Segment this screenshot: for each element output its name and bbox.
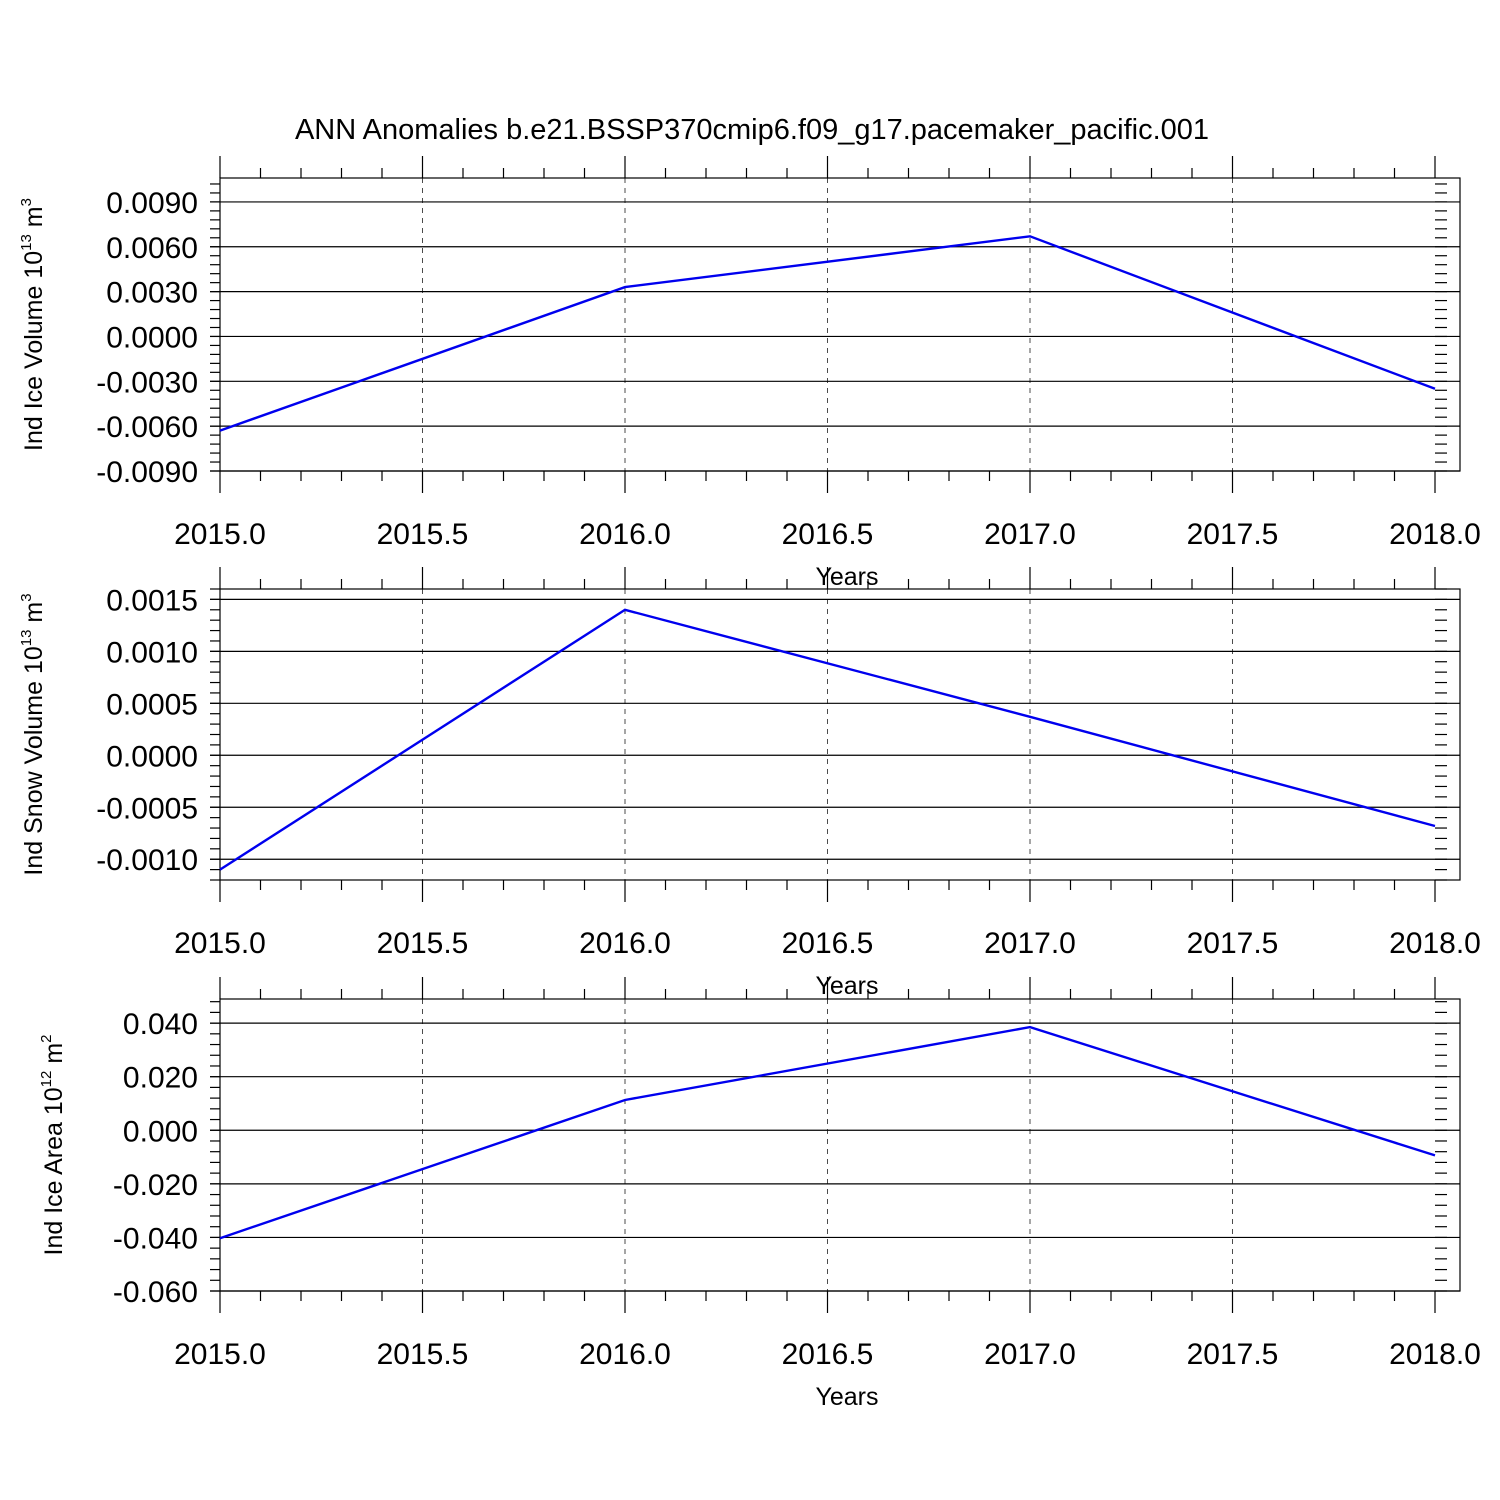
x-tick-label: 2017.5	[1187, 1338, 1279, 1371]
y-tick-label: 0.0015	[106, 584, 198, 617]
y-tick-label: 0.0090	[106, 187, 198, 220]
x-tick-label: 2018.0	[1389, 1338, 1481, 1371]
figure-title: ANN Anomalies b.e21.BSSP370cmip6.f09_g17…	[295, 114, 1209, 146]
series-line	[219, 608, 1436, 871]
plot-frame	[219, 998, 1461, 1292]
y-axis-label: Ind Snow Volume 1013 m3	[18, 593, 48, 875]
panel-2: 2015.0 2015.5 2016.0 2016.5 2017.0 2017.5 2018…	[18, 567, 1481, 1000]
series-line	[219, 1025, 1436, 1240]
x-tick-label: 2017.5	[1187, 927, 1279, 960]
y-tick-label: 0.0030	[106, 277, 198, 310]
x-tick-label: 2016.0	[579, 1338, 671, 1371]
x-tick-label: 2016.5	[782, 518, 874, 551]
series-line	[219, 235, 1436, 432]
x-axis-label: Years	[815, 1383, 878, 1411]
x-tick-label: 2018.0	[1389, 927, 1481, 960]
y-tick-label: -0.040	[113, 1222, 198, 1255]
x-tick-label: 2015.0	[174, 518, 266, 551]
x-tick-label: 2015.5	[377, 927, 469, 960]
y-axis-label: Ind Ice Volume 1013 m3	[18, 198, 48, 451]
y-tick-label: 0.000	[123, 1115, 198, 1148]
plot-frame	[219, 588, 1461, 881]
x-tick-label: 2015.5	[377, 518, 469, 551]
x-tick-label: 2015.5	[377, 1338, 469, 1371]
x-tick-label: 2015.0	[174, 927, 266, 960]
y-tick-label: 0.0010	[106, 636, 198, 669]
x-tick-label: 2016.5	[782, 1338, 874, 1371]
y-tick-label: -0.0010	[96, 844, 198, 877]
y-tick-label: -0.0030	[96, 366, 198, 399]
y-tick-label: 0.020	[123, 1062, 198, 1095]
y-tick-label: 0.0005	[106, 688, 198, 721]
y-tick-label: -0.060	[113, 1276, 198, 1309]
x-tick-label: 2016.0	[579, 518, 671, 551]
x-tick-label: 2016.5	[782, 927, 874, 960]
x-axis-label: Years	[815, 972, 878, 1000]
panels: 2015.0 2015.5 2016.0 2016.5 2017.0 2017.5 2018…	[18, 156, 1481, 1411]
y-axis-label: Ind Ice Area 1012 m2	[38, 1035, 68, 1256]
x-tick-label: 2015.0	[174, 1338, 266, 1371]
x-tick-label: 2017.0	[984, 1338, 1076, 1371]
y-tick-label: -0.0005	[96, 792, 198, 825]
x-tick-label: 2016.0	[579, 927, 671, 960]
x-tick-label: 2017.0	[984, 927, 1076, 960]
y-tick-label: 0.040	[123, 1008, 198, 1041]
plot-frame	[219, 177, 1461, 472]
y-tick-label: 0.0000	[106, 740, 198, 773]
x-tick-label: 2017.0	[984, 518, 1076, 551]
y-tick-label: -0.020	[113, 1169, 198, 1202]
panel-3: 2015.0 2015.5 2016.0 2016.5 2017.0 2017.5 2018…	[38, 977, 1481, 1411]
panel-1: 2015.0 2015.5 2016.0 2016.5 2017.0 2017.5 2018…	[18, 156, 1481, 591]
y-tick-label: -0.0060	[96, 411, 198, 444]
y-tick-label: 0.0000	[106, 321, 198, 354]
y-tick-label: 0.0060	[106, 232, 198, 265]
x-tick-label: 2018.0	[1389, 518, 1481, 551]
y-tick-label: -0.0090	[96, 456, 198, 489]
x-axis-label: Years	[815, 563, 878, 591]
x-tick-label: 2017.5	[1187, 518, 1279, 551]
